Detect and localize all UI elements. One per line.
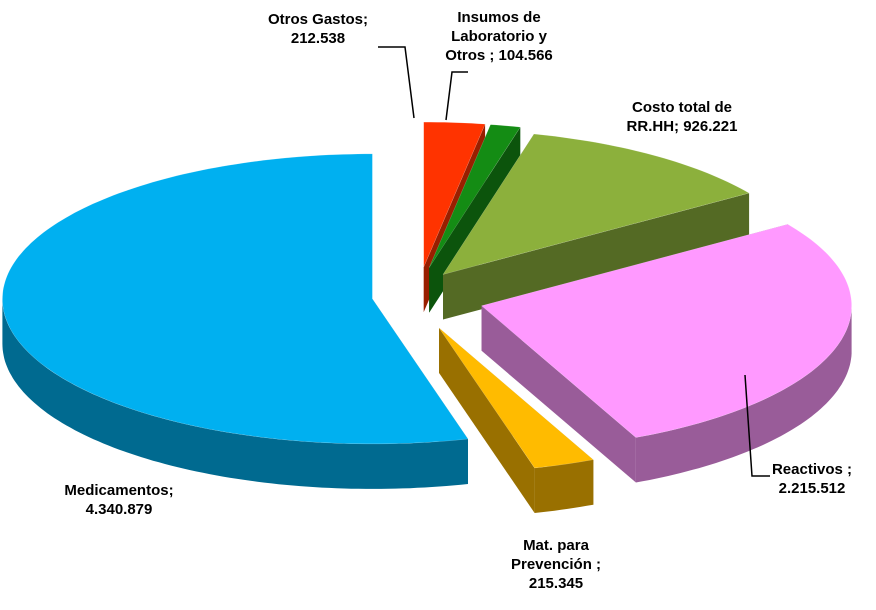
slice	[438, 327, 594, 469]
slice	[481, 224, 852, 438]
slice-wall	[443, 193, 750, 320]
leader-line	[445, 71, 468, 121]
slice	[423, 121, 486, 268]
slice	[2, 153, 469, 445]
slice-side	[534, 459, 594, 513]
data-label: Insumos de Laboratorio y Otros ; 104.566	[445, 9, 553, 64]
data-label: Mat. para Prevención ; 215.345	[510, 537, 602, 592]
slice-wall	[481, 305, 636, 483]
slice	[442, 133, 750, 275]
data-label: Medicamentos; 4.340.879	[64, 482, 174, 518]
data-label: Costo total de RR.HH; 926.221	[626, 99, 738, 135]
leader-line	[744, 374, 770, 477]
leader-line	[378, 46, 415, 119]
slice-side	[635, 305, 852, 483]
slice	[428, 124, 521, 268]
data-label: Reactivos ; 2.215.512	[771, 461, 853, 497]
data-label: Otros Gastos; 212.538	[267, 11, 369, 47]
slice-side	[2, 298, 469, 489]
slice-wall	[439, 327, 535, 513]
